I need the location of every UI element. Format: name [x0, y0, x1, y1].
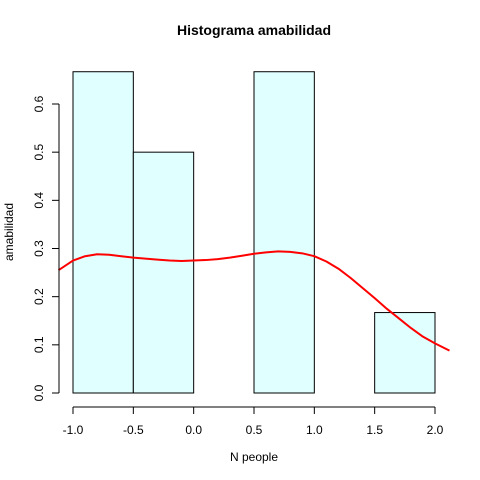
x-axis-label: N people — [230, 450, 278, 464]
histogram-bar-1 — [132, 151, 195, 394]
x-tick-label: 1.5 — [366, 423, 383, 437]
density-curve-line — [57, 250, 450, 352]
density-curve-layer — [57, 250, 450, 352]
histogram-bar-3 — [253, 71, 315, 394]
chart-title: Histograma amabilidad — [177, 22, 331, 38]
y-tick-label: 0.4 — [32, 192, 46, 209]
y-tick-label: 0.2 — [32, 288, 46, 305]
y-tick-label: 0.6 — [32, 95, 46, 112]
x-tick-label: -0.5 — [123, 423, 144, 437]
y-axis: 0.0 0.1 0.2 0.3 0.4 0.5 0.6 — [32, 95, 60, 401]
y-tick-label: 0.0 — [32, 384, 46, 401]
x-tick-label: 0.5 — [246, 423, 263, 437]
y-tick-label: 0.5 — [32, 144, 46, 161]
x-axis: -1.0 -0.5 0.0 0.5 1.0 1.5 2.0 — [63, 406, 444, 437]
y-tick-label: 0.3 — [32, 240, 46, 257]
x-tick-label: -1.0 — [63, 423, 84, 437]
x-tick-label: 0.0 — [185, 423, 202, 437]
y-axis-label: amabilidad — [2, 203, 16, 261]
histogram-bar-0 — [72, 71, 134, 394]
y-tick-label: 0.1 — [32, 336, 46, 353]
histogram-bar-5 — [374, 312, 436, 394]
histogram-bars — [72, 71, 436, 394]
x-tick-label: 1.0 — [306, 423, 323, 437]
x-tick-label: 2.0 — [427, 423, 444, 437]
